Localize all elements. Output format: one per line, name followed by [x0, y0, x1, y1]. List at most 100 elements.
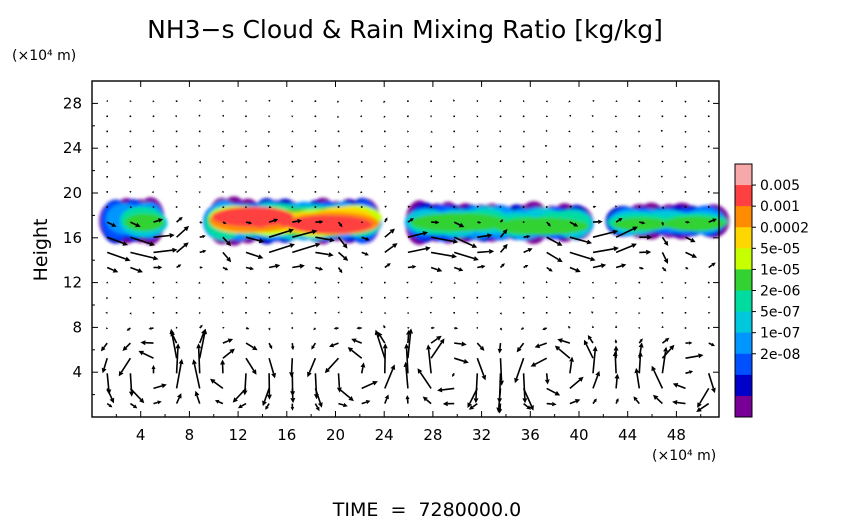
colorbar-swatch	[735, 396, 752, 418]
wind-vector	[291, 297, 293, 299]
wind-vector	[307, 358, 315, 377]
wind-vector	[522, 176, 524, 178]
x-tick-label: 4	[136, 426, 146, 444]
wind-vector	[291, 191, 293, 193]
wind-vector	[570, 268, 581, 273]
wind-vector	[106, 373, 111, 394]
wind-vector	[708, 206, 710, 208]
x-tick-label: 32	[472, 426, 491, 444]
wind-vector	[685, 116, 687, 118]
y-tick-label: 20	[63, 184, 82, 202]
wind-vector	[555, 346, 570, 359]
wind-vector	[291, 146, 293, 148]
wind-vector	[223, 349, 235, 359]
wind-vector	[315, 267, 323, 271]
wind-vector	[198, 297, 200, 299]
wind-vector	[223, 339, 233, 344]
wind-vector	[661, 282, 663, 284]
wind-vector	[177, 264, 182, 267]
colorbar-swatch	[735, 206, 752, 228]
wind-vector	[709, 263, 716, 268]
y-tick-label: 12	[63, 274, 82, 292]
wind-vector	[222, 327, 224, 329]
wind-vector	[708, 130, 710, 132]
wind-vector	[106, 282, 108, 284]
wind-vector	[407, 116, 409, 118]
wind-vector	[384, 191, 386, 193]
wind-vector	[477, 358, 486, 380]
wind-vector	[661, 100, 663, 102]
wind-vector	[593, 206, 596, 208]
wind-vector	[708, 161, 710, 163]
wind-vector	[568, 326, 571, 329]
wind-vector	[686, 267, 689, 269]
wind-vector	[406, 297, 408, 299]
colorbar-label: 0.0002	[760, 220, 809, 236]
wind-vector	[361, 362, 366, 373]
wind-vector	[708, 146, 710, 148]
wind-vector	[546, 130, 548, 132]
y-tick-label: 16	[63, 229, 82, 247]
wind-vector	[130, 116, 132, 118]
wind-vector	[523, 312, 525, 314]
colorbar-swatch	[735, 227, 752, 249]
wind-vector	[313, 328, 316, 331]
colorbar-label: 1e-05	[760, 262, 800, 278]
wind-vector	[268, 191, 270, 193]
wind-vector	[568, 100, 570, 102]
wind-vector	[661, 176, 663, 178]
wind-vector	[291, 404, 295, 411]
x-tick-label: 16	[277, 426, 296, 444]
wind-vector	[523, 282, 525, 284]
wind-vector	[616, 312, 618, 314]
wind-vector	[338, 131, 340, 133]
wind-vector	[407, 146, 409, 148]
wind-vector	[152, 296, 154, 298]
wind-vector	[222, 297, 224, 299]
wind-vector	[123, 343, 131, 351]
wind-vector	[356, 327, 361, 330]
wind-vector	[106, 131, 108, 133]
wind-vector	[246, 266, 254, 270]
wind-vector	[569, 115, 571, 117]
wind-vector	[222, 115, 224, 117]
wind-vector	[615, 325, 617, 328]
x-tick-label: 44	[618, 426, 637, 444]
wind-vector	[245, 101, 247, 103]
cloud-cell	[664, 216, 725, 231]
wind-vector	[329, 343, 339, 347]
wind-vector	[361, 297, 363, 299]
wind-vector	[639, 100, 641, 102]
wind-vector	[592, 115, 594, 117]
wind-vector	[138, 351, 153, 358]
wind-vector	[107, 252, 130, 261]
wind-vector	[584, 340, 593, 359]
wind-vector	[662, 347, 668, 374]
wind-vector	[107, 404, 112, 408]
wind-vector	[615, 282, 617, 284]
wind-vector	[338, 161, 340, 163]
wind-vector	[569, 146, 571, 148]
x-tick-label: 12	[229, 426, 248, 444]
wind-vector	[616, 243, 637, 252]
x-tick-label: 48	[667, 426, 686, 444]
wind-vector	[686, 237, 696, 242]
wind-vector	[130, 131, 132, 133]
wind-vector	[593, 220, 603, 224]
x-tick-label: 36	[521, 426, 540, 444]
wind-vector	[199, 192, 201, 194]
wind-vector	[662, 191, 664, 193]
wind-vector	[199, 176, 201, 178]
wind-vector	[592, 100, 594, 102]
wind-vector	[477, 146, 479, 148]
wind-vector	[500, 312, 502, 314]
wind-vector	[615, 339, 618, 343]
wind-vector	[325, 358, 339, 373]
wind-vector	[407, 131, 409, 133]
wind-vector	[291, 312, 293, 314]
wind-vector	[474, 373, 479, 403]
cloud-field	[99, 196, 729, 245]
wind-vector	[514, 358, 523, 383]
wind-vector	[338, 282, 340, 284]
wind-vector	[498, 343, 503, 353]
